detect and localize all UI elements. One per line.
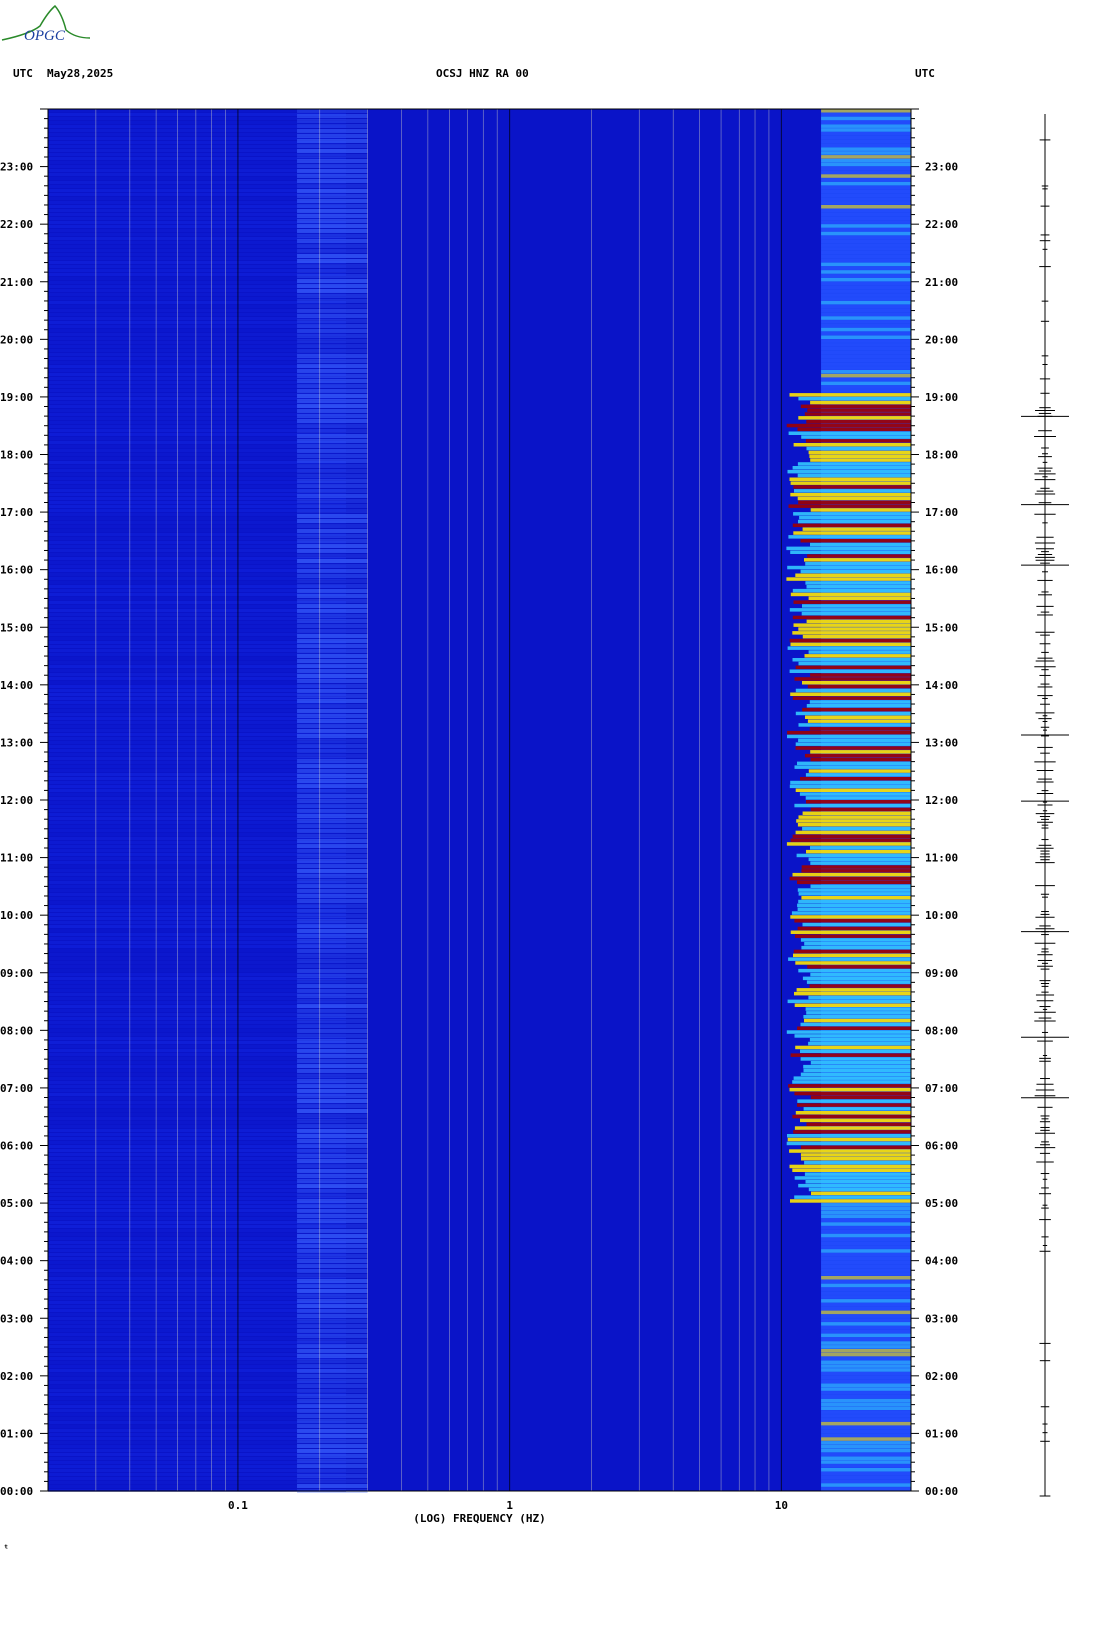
y-tick-label-left: 10:00 [0,909,33,922]
y-tick-label-right: 22:00 [925,218,958,231]
y-tick-label-right: 12:00 [925,794,958,807]
y-tick-label-right: 19:00 [925,391,958,404]
x-tick-label: 10 [775,1499,788,1512]
spectrogram-background [48,109,911,1491]
y-tick-label-right: 10:00 [925,909,958,922]
y-tick-label-right: 02:00 [925,1370,958,1383]
y-tick-label-right: 17:00 [925,506,958,519]
header-left-utc: UTC [13,67,33,80]
x-tick-label: 1 [506,1499,513,1512]
y-tick-label-right: 11:00 [925,852,958,865]
y-tick-label-left: 14:00 [0,679,33,692]
y-tick-label-left: 06:00 [0,1140,33,1153]
y-tick-label-left: 02:00 [0,1370,33,1383]
microseism-band [297,109,368,1493]
y-tick-label-left: 18:00 [0,449,33,462]
y-tick-label-left: 21:00 [0,276,33,289]
y-tick-label-left: 05:00 [0,1197,33,1210]
high-frequency-energy [786,109,911,1491]
y-tick-label-left: 17:00 [0,506,33,519]
seismogram-trace [1021,114,1069,1497]
y-tick-label-right: 15:00 [925,621,958,634]
y-tick-label-right: 07:00 [925,1082,958,1095]
y-tick-label-left: 11:00 [0,852,33,865]
y-tick-label-right: 01:00 [925,1427,958,1440]
opgc-logo: OPGC [1,4,91,44]
x-axis-title: (LOG) FREQUENCY (HZ) [413,1512,545,1525]
y-tick-label-left: 13:00 [0,736,33,749]
y-tick-label-right: 04:00 [925,1255,958,1268]
footer-mark: ᵗ [3,1544,10,1555]
y-tick-label-right: 05:00 [925,1197,958,1210]
y-tick-label-left: 16:00 [0,564,33,577]
y-tick-label-left: 22:00 [0,218,33,231]
chart-title: OCSJ HNZ RA 00 [436,67,529,80]
y-tick-label-right: 08:00 [925,1024,958,1037]
y-tick-label-left: 09:00 [0,967,33,980]
header-right-utc: UTC [915,67,935,80]
y-tick-label-left: 20:00 [0,333,33,346]
y-axis: 00:00 00:00 01:00 01:00 02:00 02:00 03:00 03:00… [0,108,958,1498]
y-tick-label-right: 00:00 [925,1485,958,1498]
spectrogram-chart: 00:00 00:00 01:00 01:00 02:00 02:00 03:00 03:00… [0,108,958,1525]
y-tick-label-right: 14:00 [925,679,958,692]
y-tick-label-right: 13:00 [925,736,958,749]
y-tick-label-left: 12:00 [0,794,33,807]
y-tick-label-left: 01:00 [0,1427,33,1440]
y-tick-label-right: 09:00 [925,967,958,980]
y-tick-label-right: 16:00 [925,564,958,577]
y-tick-label-left: 07:00 [0,1082,33,1095]
y-tick-label-right: 23:00 [925,161,958,174]
y-tick-label-right: 03:00 [925,1312,958,1325]
y-tick-label-right: 20:00 [925,333,958,346]
x-axis: 0.1 1 10 (LOG) FREQUENCY (HZ) [228,1499,788,1525]
y-tick-label-right: 06:00 [925,1140,958,1153]
x-tick-label: 0.1 [228,1499,248,1512]
header-date: May28,2025 [47,67,114,80]
low-frequency-banding [48,109,347,1492]
y-tick-label-left: 23:00 [0,161,33,174]
y-tick-label-left: 03:00 [0,1312,33,1325]
frequency-gridlines [95,109,782,1491]
y-tick-label-left: 15:00 [0,621,33,634]
y-tick-label-right: 21:00 [925,276,958,289]
y-tick-label-left: 19:00 [0,391,33,404]
y-tick-label-right: 18:00 [925,449,958,462]
y-tick-label-left: 08:00 [0,1024,33,1037]
y-tick-label-left: 00:00 [0,1485,33,1498]
y-tick-label-left: 04:00 [0,1255,33,1268]
logo-text: OPGC [24,28,66,44]
